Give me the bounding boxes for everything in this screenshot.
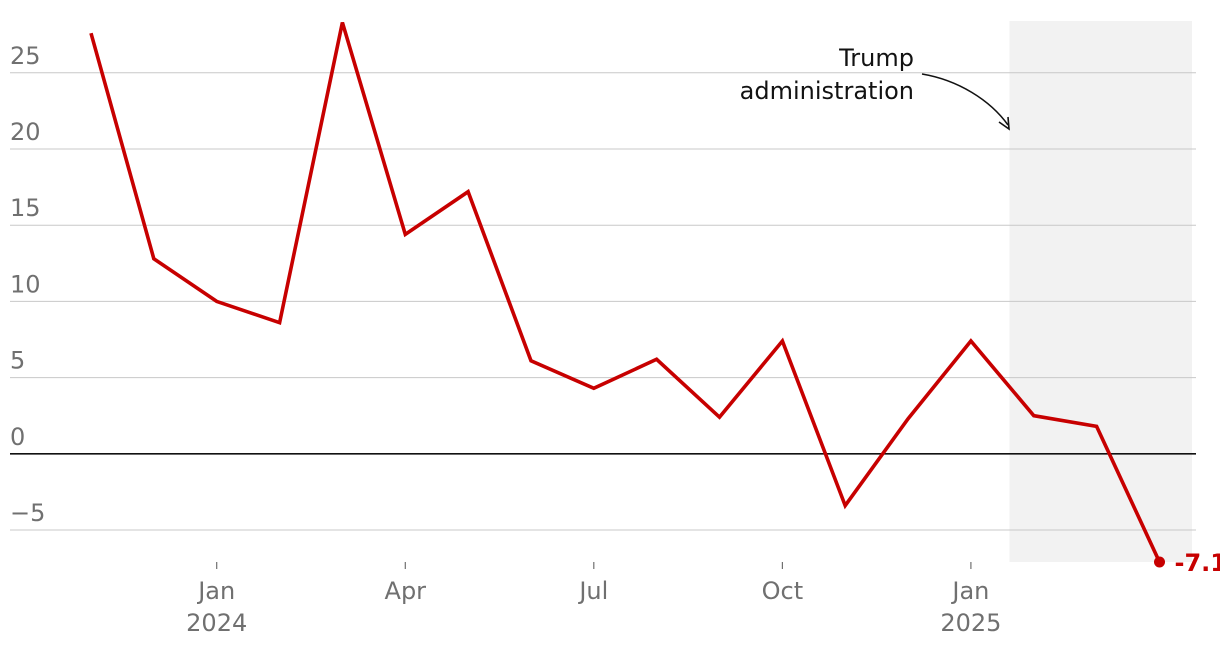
annotation-line-2: administration <box>740 77 914 105</box>
end-point-label: -7.1 <box>1175 549 1220 577</box>
y-tick-label: 15 <box>10 194 41 222</box>
shaded-region-trump-administration <box>1009 21 1192 562</box>
x-tick-year-label: 2024 <box>186 609 247 637</box>
y-tick-label: 5 <box>10 347 25 375</box>
y-tick-label: −5 <box>10 499 45 527</box>
y-tick-label: 0 <box>10 423 25 451</box>
x-tick-label: Jan <box>950 577 989 605</box>
end-point-marker <box>1154 556 1165 568</box>
annotation-arrowhead <box>998 116 1010 131</box>
annotation-line-1: Trump <box>838 44 914 72</box>
x-tick-label: Jul <box>577 577 608 605</box>
x-tick-year-label: 2025 <box>940 609 1001 637</box>
y-tick-label: 10 <box>10 270 41 298</box>
x-tick-label: Apr <box>385 577 427 605</box>
x-tick-label: Oct <box>762 577 804 605</box>
y-tick-label: 25 <box>10 42 41 70</box>
x-tick-label: Jan <box>196 577 235 605</box>
annotation-arrow <box>921 73 1009 126</box>
series-line <box>89 21 1162 563</box>
y-tick-label: 20 <box>10 118 41 146</box>
